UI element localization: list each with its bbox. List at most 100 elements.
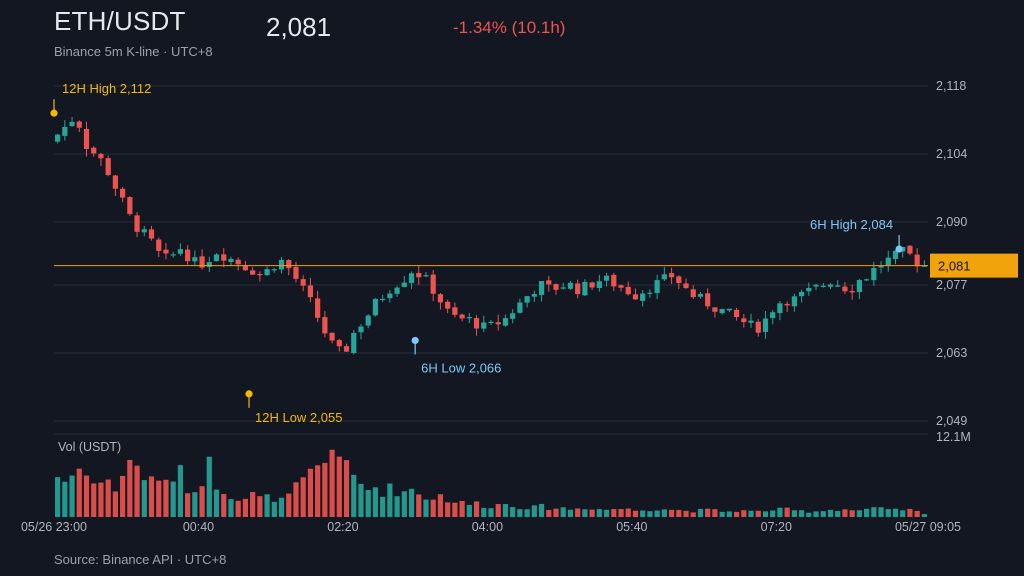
volume-bar bbox=[315, 465, 320, 517]
candle-body bbox=[474, 318, 479, 328]
volume-bar bbox=[77, 469, 82, 517]
volume-bar bbox=[387, 483, 392, 517]
volume-bar bbox=[525, 509, 530, 517]
volume-bar bbox=[915, 511, 920, 517]
candle-body bbox=[525, 296, 530, 302]
volume-bar bbox=[553, 509, 558, 517]
candle-body bbox=[243, 266, 248, 271]
candle-body bbox=[763, 319, 768, 332]
candle-body bbox=[380, 299, 385, 300]
candle-body bbox=[84, 129, 89, 149]
candle-body bbox=[669, 273, 674, 277]
candle-body bbox=[842, 287, 847, 292]
volume-bar bbox=[655, 511, 660, 517]
volume-max-label: 12.1M bbox=[936, 430, 971, 444]
candle-body bbox=[134, 215, 139, 231]
candle-body bbox=[178, 249, 183, 254]
volume-bar bbox=[228, 499, 233, 517]
volume-axis-label: Vol (USDT) bbox=[58, 440, 121, 454]
candle-body bbox=[142, 229, 147, 232]
annotation-label: 12H Low 2,055 bbox=[255, 410, 342, 425]
candle-body bbox=[561, 287, 566, 288]
volume-bar bbox=[488, 508, 493, 517]
volume-bar bbox=[922, 514, 927, 517]
candle-body bbox=[171, 254, 176, 255]
volume-bar bbox=[669, 510, 674, 517]
candle-body bbox=[734, 310, 739, 317]
volume-bar bbox=[496, 504, 501, 517]
candle-body bbox=[279, 260, 284, 270]
volume-bar bbox=[626, 508, 631, 517]
candle-body bbox=[662, 274, 667, 279]
annotation-marker bbox=[50, 110, 57, 117]
candle-body bbox=[676, 276, 681, 283]
volume-bar bbox=[423, 500, 428, 517]
annotation-label: 6H High 2,084 bbox=[810, 217, 893, 232]
volume-bar bbox=[597, 509, 602, 517]
candle-body bbox=[416, 273, 421, 277]
volume-bar bbox=[647, 511, 652, 517]
volume-bar bbox=[640, 511, 645, 517]
volume-bar bbox=[279, 498, 284, 517]
volume-bar bbox=[322, 463, 327, 517]
candle-body bbox=[120, 189, 125, 198]
price-tick-label: 2,063 bbox=[936, 346, 967, 360]
volume-bar bbox=[452, 503, 457, 517]
volume-bar bbox=[568, 510, 573, 517]
candle-body bbox=[871, 268, 876, 280]
candle-body bbox=[337, 340, 342, 346]
candle-body bbox=[228, 259, 233, 262]
candle-body bbox=[532, 294, 537, 297]
candle-body bbox=[127, 197, 132, 214]
volume-bar bbox=[618, 509, 623, 517]
candle-body bbox=[915, 255, 920, 266]
annotation-label: 12H High 2,112 bbox=[62, 81, 151, 96]
price-tick-label: 2,118 bbox=[936, 79, 966, 93]
volume-bar bbox=[199, 486, 204, 517]
annotation-marker bbox=[412, 337, 419, 344]
candle-body bbox=[777, 303, 782, 313]
candle-body bbox=[98, 154, 103, 158]
candle-body bbox=[452, 307, 457, 315]
candle-body bbox=[431, 275, 436, 294]
volume-bar bbox=[358, 484, 363, 517]
volume-bar bbox=[741, 510, 746, 517]
volume-bar bbox=[705, 509, 710, 517]
candle-body bbox=[91, 148, 96, 154]
annotation-label: 6H Low 2,066 bbox=[421, 360, 501, 375]
volume-bar bbox=[171, 482, 176, 517]
volume-bar bbox=[763, 511, 768, 517]
volume-bar bbox=[134, 466, 139, 517]
volume-bar bbox=[878, 507, 883, 517]
candle-body bbox=[698, 294, 703, 297]
time-tick-label: 04:00 bbox=[472, 520, 503, 534]
volume-bar bbox=[907, 509, 912, 517]
candle-body bbox=[221, 254, 226, 260]
candle-body bbox=[691, 289, 696, 297]
candle-body bbox=[546, 280, 551, 284]
volume-bar bbox=[264, 494, 269, 517]
volume-bar bbox=[821, 511, 826, 517]
volume-bar bbox=[192, 492, 197, 517]
volume-bar bbox=[575, 508, 580, 517]
candle-body bbox=[77, 122, 82, 128]
candle-body bbox=[156, 240, 161, 251]
volume-bar bbox=[163, 480, 168, 517]
data-source: Source: Binance API · UTC+8 bbox=[54, 552, 226, 567]
volume-bar bbox=[864, 509, 869, 517]
volume-bar bbox=[698, 509, 703, 517]
candle-body bbox=[272, 269, 277, 270]
volume-bar bbox=[69, 476, 74, 517]
volume-bar bbox=[748, 511, 753, 517]
volume-bar bbox=[84, 476, 89, 517]
volume-bar bbox=[582, 509, 587, 517]
volume-bar bbox=[517, 509, 522, 517]
volume-bar bbox=[734, 512, 739, 517]
candle-body bbox=[394, 288, 399, 294]
volume-bar bbox=[351, 475, 356, 517]
volume-bar bbox=[799, 510, 804, 517]
candle-body bbox=[149, 229, 154, 238]
candle-body bbox=[907, 246, 912, 254]
volume-bar bbox=[380, 497, 385, 517]
